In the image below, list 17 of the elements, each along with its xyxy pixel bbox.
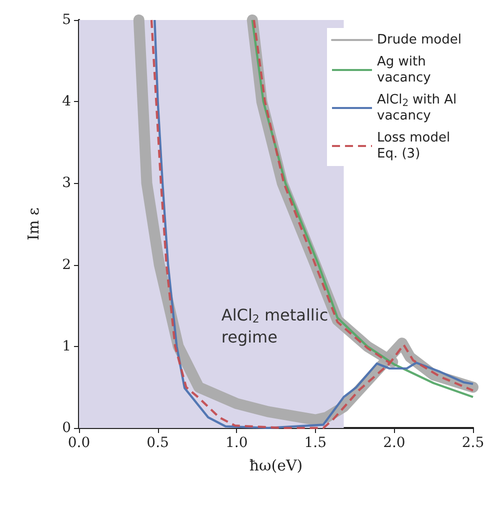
x-tick-label: 0.5 [146,435,169,451]
y-tick-label: 0 [62,420,71,436]
y-tick-label: 4 [62,94,72,110]
x-tick-label: 1.0 [225,435,248,451]
legend-label: Loss model Eq. (3) [377,130,454,162]
legend-label: Ag with vacancy [377,54,432,86]
x-tick-label: 2.5 [462,435,484,451]
y-tick-label: 1 [62,338,71,354]
y-tick-label: 2 [62,256,71,273]
y-tick-label: 5 [62,12,71,28]
legend-label: Drude model [377,32,462,48]
x-tick-label: 2.0 [383,435,406,451]
x-axis-title: ħω(eV) [249,456,303,474]
y-axis-title: Im ε [24,207,42,240]
y-tick-label: 3 [62,175,71,192]
x-tick-label: 1.5 [304,435,327,451]
x-tick-label: 0.0 [68,435,90,451]
